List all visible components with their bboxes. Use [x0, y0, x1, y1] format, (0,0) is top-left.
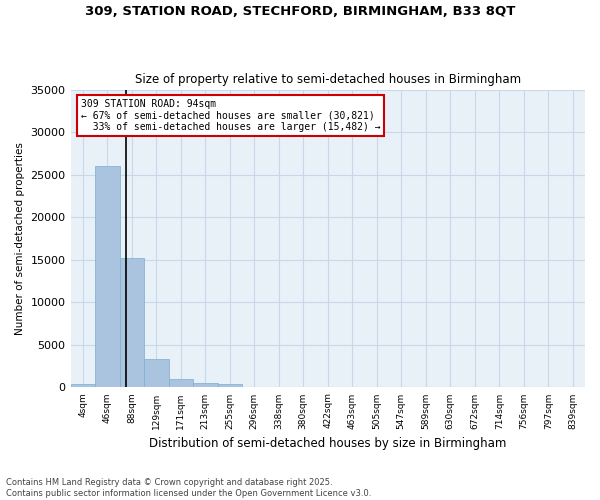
- Bar: [95, 166, 119, 388]
- Bar: [193, 383, 218, 388]
- Bar: [169, 378, 193, 388]
- Bar: [119, 258, 144, 388]
- Bar: [218, 384, 242, 388]
- Y-axis label: Number of semi-detached properties: Number of semi-detached properties: [15, 142, 25, 335]
- Bar: [71, 384, 95, 388]
- X-axis label: Distribution of semi-detached houses by size in Birmingham: Distribution of semi-detached houses by …: [149, 437, 506, 450]
- Text: 309 STATION ROAD: 94sqm
← 67% of semi-detached houses are smaller (30,821)
  33%: 309 STATION ROAD: 94sqm ← 67% of semi-de…: [81, 99, 380, 132]
- Text: Contains HM Land Registry data © Crown copyright and database right 2025.
Contai: Contains HM Land Registry data © Crown c…: [6, 478, 371, 498]
- Bar: [144, 360, 169, 388]
- Title: Size of property relative to semi-detached houses in Birmingham: Size of property relative to semi-detach…: [135, 73, 521, 86]
- Text: 309, STATION ROAD, STECHFORD, BIRMINGHAM, B33 8QT: 309, STATION ROAD, STECHFORD, BIRMINGHAM…: [85, 5, 515, 18]
- Bar: [242, 386, 266, 388]
